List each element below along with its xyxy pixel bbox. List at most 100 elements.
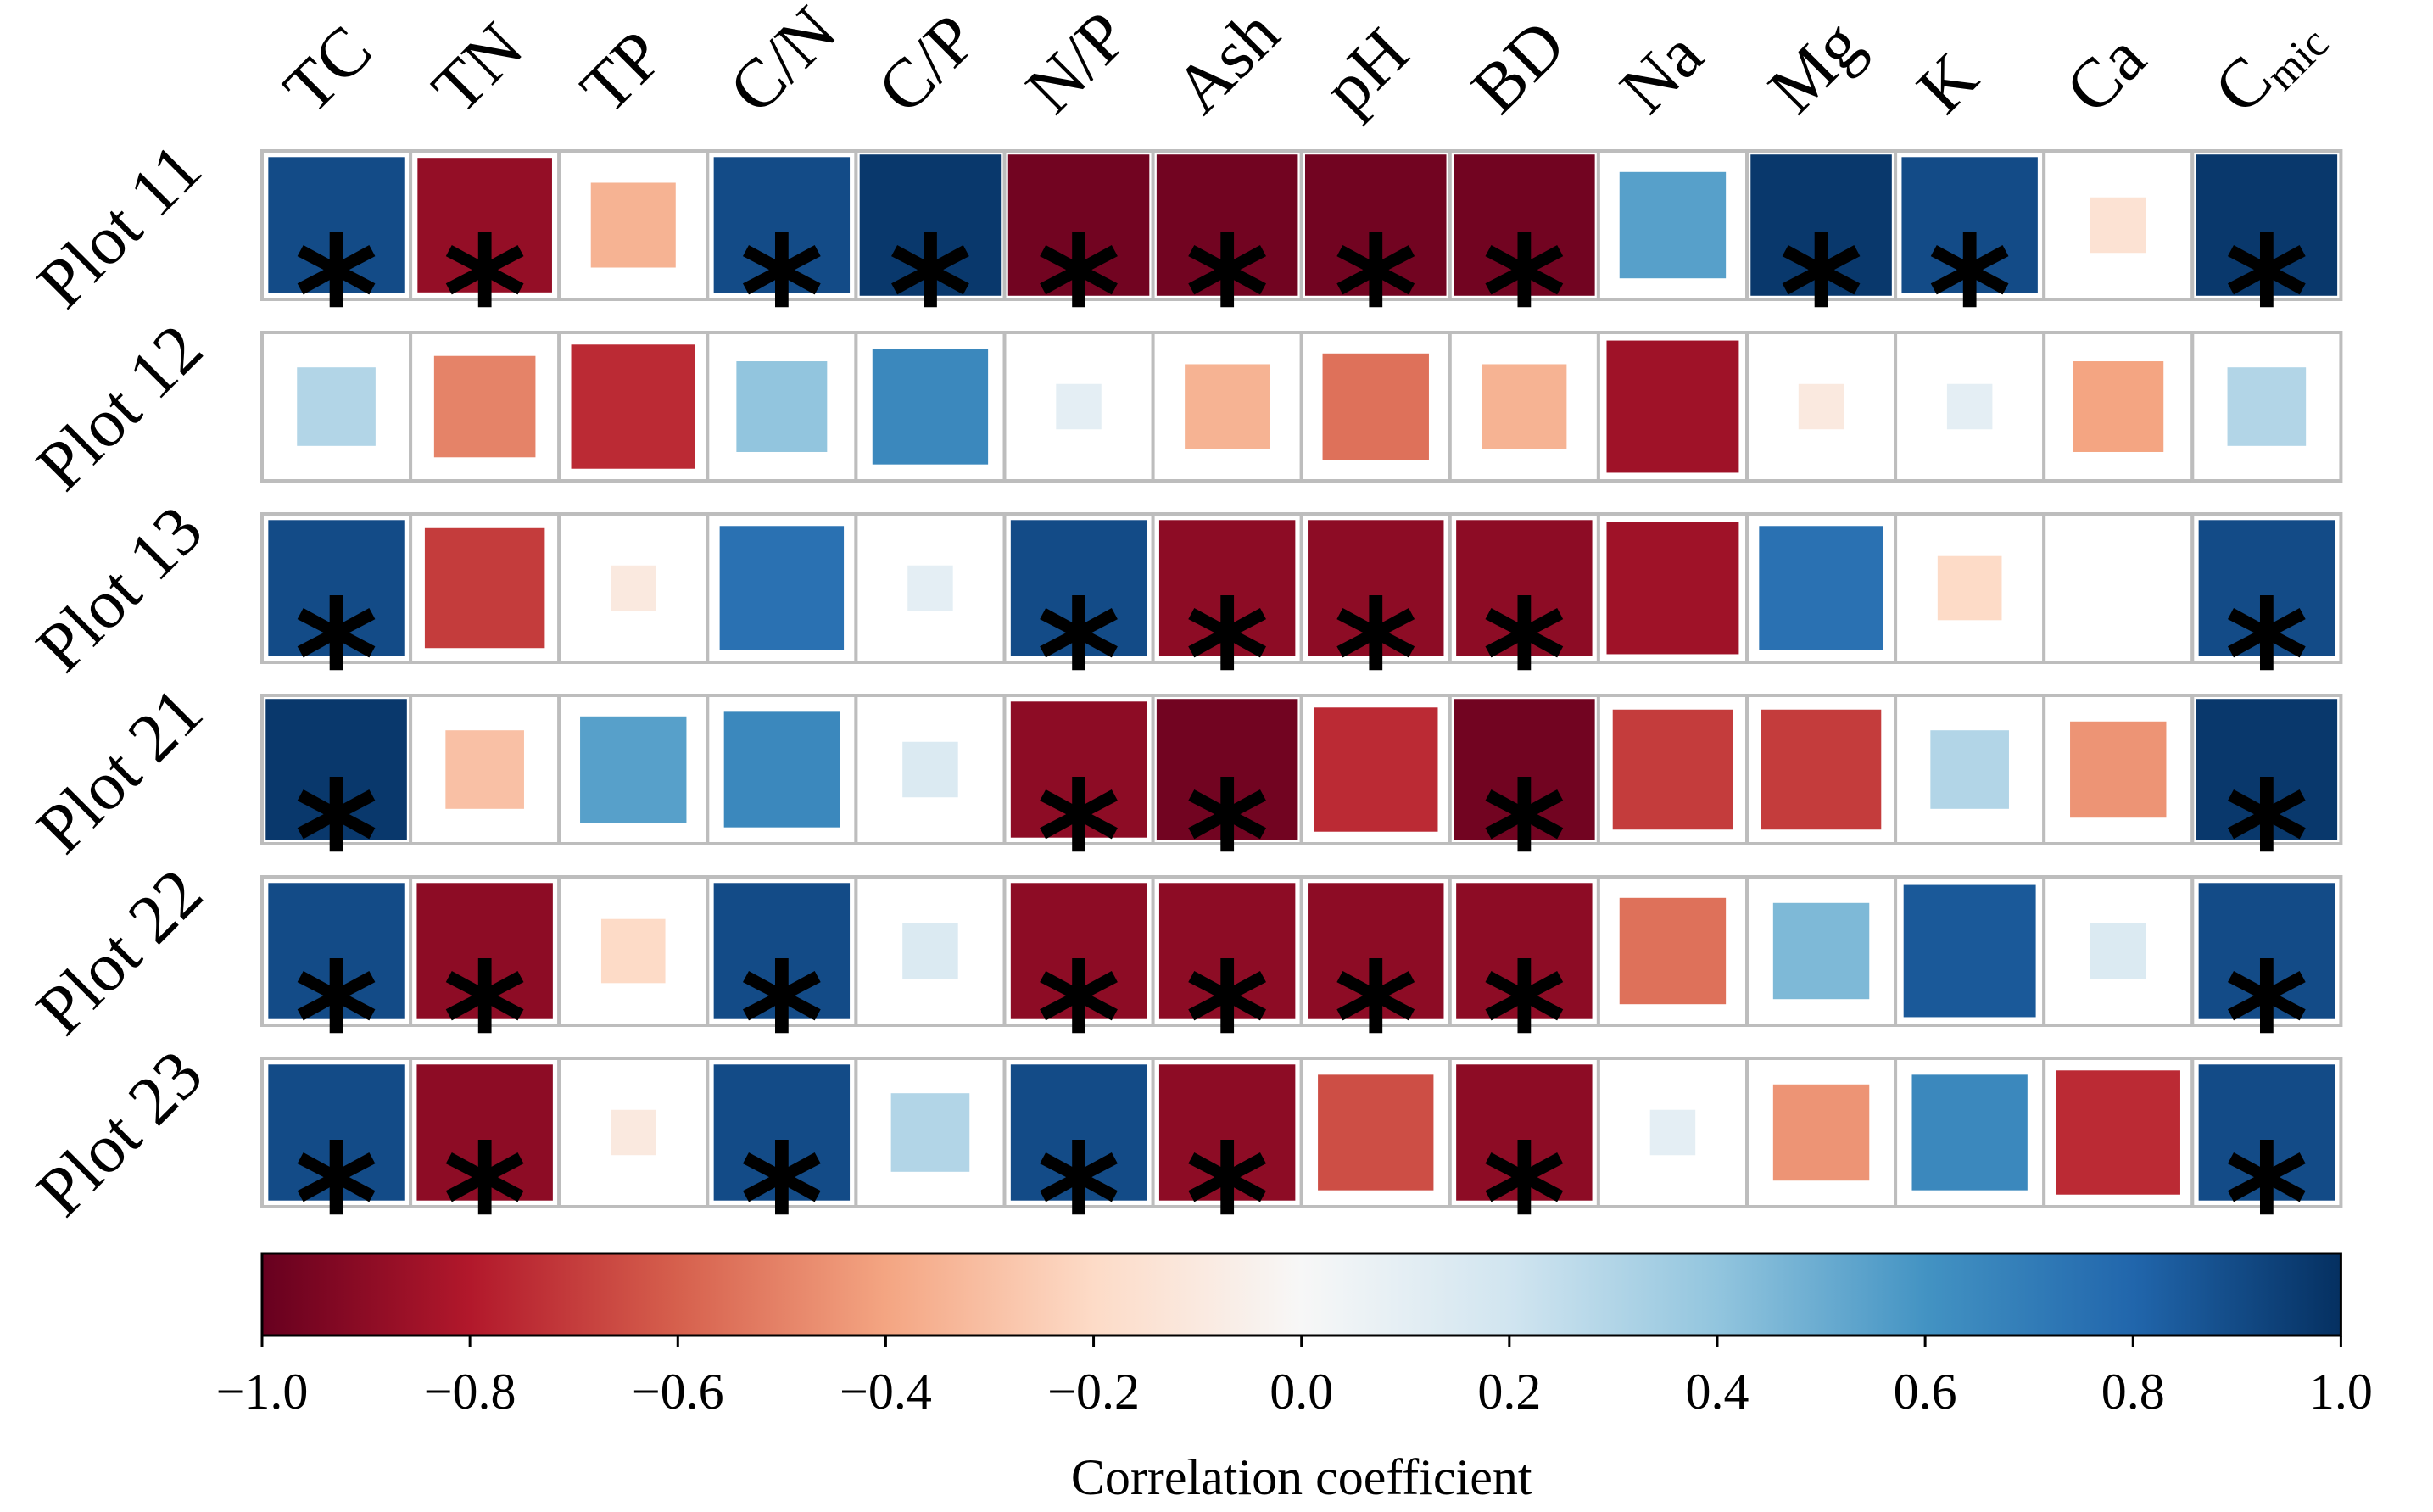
correlation-square [1454,699,1595,840]
correlation-square [1482,364,1567,449]
correlation-square [907,565,953,611]
correlation-square [1911,1074,2028,1191]
heatmap-cell: * [1299,149,1452,390]
heatmap-cell [1745,331,1898,483]
heatmap-cell [1299,331,1452,483]
correlation-square [1456,1064,1593,1201]
correlation-square [723,711,840,828]
correlation-square [1761,709,1882,830]
heatmap-cell [2042,149,2195,301]
heatmap-cell: * [260,875,413,1116]
heatmap-cell [557,694,710,845]
column-label-c-mic: Cmic [2199,0,2338,132]
correlation-square [1010,520,1147,656]
row-label-plot-12: Plot 12 [21,310,216,505]
row-label-plot-13: Plot 13 [21,491,216,686]
heatmap-cell [1745,875,1898,1027]
cell-frame [706,331,858,483]
correlation-square [416,883,553,1019]
correlation-square [719,526,845,650]
heatmap-cell [1745,512,1898,664]
heatmap-cell [1745,1057,1898,1208]
heatmap-cell [1596,694,1749,845]
correlation-square [1772,1084,1870,1181]
correlation-square [859,154,1002,296]
correlation-square [1619,897,1727,1005]
heatmap-cell [2042,875,2195,1027]
column-labels: TC TN TP C/N C/P N/P Ash pH BD Na Mg K Ca Cmic [269,0,2338,132]
correlation-square [1798,383,1844,430]
correlation-square [1649,1109,1696,1156]
heatmap-cell [409,512,561,664]
correlation-square [1901,157,2038,293]
correlation-square [1010,701,1147,838]
correlation-square [1937,555,2002,621]
colorbar-gradient-bar [260,1252,2342,1337]
heatmap-cell [557,512,710,664]
correlation-square [417,158,552,293]
column-label-mg: Mg [1754,5,1877,128]
heatmap-cell [1151,331,1303,483]
heatmap-cell [260,331,413,483]
heatmap-cell [706,512,858,664]
correlation-square [1759,526,1883,650]
cell-frame [1448,331,1600,483]
colorbar-tick-label: 0.6 [1894,1364,1957,1420]
correlation-square [736,361,828,452]
heatmap-cell [854,875,1007,1027]
row-label-plot-11: Plot 11 [22,129,215,322]
heatmap-cell: * [409,1057,561,1297]
colorbar: −1.0 −0.8 −0.6 −0.4 −0.2 0.0 0.2 0.4 0.6 0.8 1.0 C… [216,1252,2373,1505]
column-label-ca: Ca [2051,19,2160,128]
column-label-n-p: N/P [1011,0,1142,128]
heatmap-cell [1745,694,1898,845]
row-label-plot-22: Plot 22 [21,854,216,1049]
correlation-square [1308,883,1444,1019]
correlation-square [580,716,687,823]
correlation-square [1318,1074,1434,1191]
colorbar-ticks: −1.0 −0.8 −0.6 −0.4 −0.2 0.0 0.2 0.4 0.6 0.8 1.0 [216,1336,2373,1420]
correlation-square [2198,520,2335,656]
heatmap-cell [1299,694,1452,845]
heatmap-cell: * [1448,512,1600,753]
correlation-square [297,367,376,446]
heatmap-cell [1596,1057,1749,1208]
correlation-square [1158,520,1296,656]
colorbar-tick-label: −0.2 [1047,1364,1140,1420]
correlation-square [1056,383,1102,430]
correlation-square [590,182,676,268]
correlation-square [424,527,545,649]
correlation-square [2196,154,2338,296]
heatmap-cell: * [706,875,858,1116]
heatmap-cell: * [1151,694,1303,935]
correlation-square [1158,1064,1296,1201]
correlation-square [1619,171,1727,279]
heatmap-cell [2042,1057,2195,1208]
correlation-square [2196,699,2338,840]
column-label-k: K [1902,38,1992,128]
column-label-c-n: C/N [714,0,851,128]
heatmap-cell: * [1002,149,1155,390]
correlation-square [571,344,695,469]
correlation-square [2090,197,2146,254]
heatmap-cell: * [1002,875,1155,1116]
heatmap-cell [1894,694,2046,845]
row-label-plot-23: Plot 23 [21,1035,216,1230]
heatmap-cell [557,149,710,301]
correlation-square [1606,340,1739,473]
column-label-tn: TN [417,8,538,128]
heatmap-cell [1002,331,1155,483]
heatmap-cell [409,331,561,483]
heatmap-cell: * [1151,512,1303,753]
heatmap-row-plot-12 [260,331,2343,483]
correlation-square [600,918,666,984]
heatmap-cell [1894,875,2046,1027]
colorbar-tick-label: 1.0 [2309,1364,2373,1420]
correlation-square [1750,154,1892,296]
correlation-square [872,349,989,465]
correlation-square [1946,383,1993,430]
correlation-square [611,1109,656,1156]
heatmap-cell: * [2190,875,2343,1116]
